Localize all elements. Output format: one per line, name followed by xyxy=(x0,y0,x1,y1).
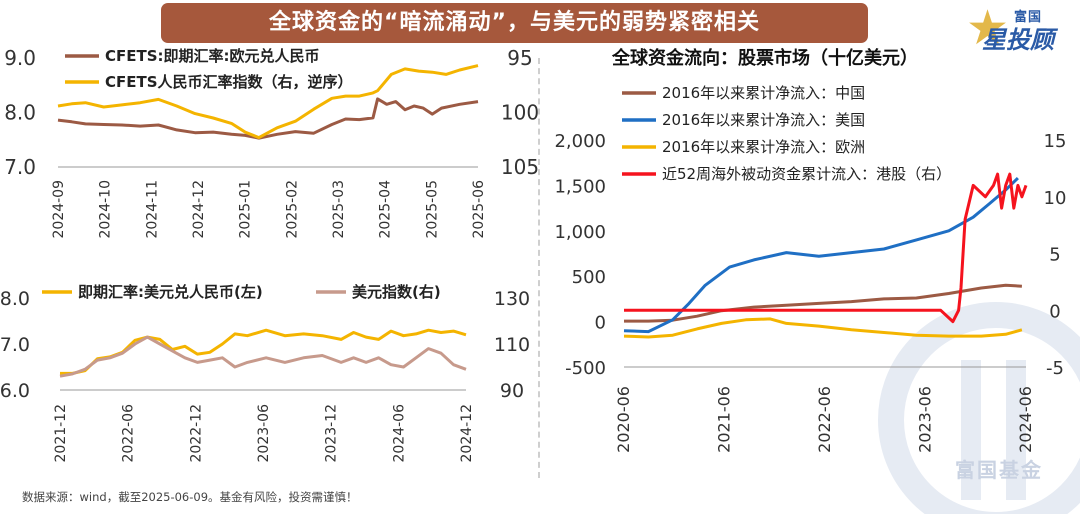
x-tick-label: 2025-02 xyxy=(284,180,300,239)
x-tick-label: 2025-03 xyxy=(331,180,347,239)
x-tick-label: 2024-06 xyxy=(391,404,407,463)
legend-label: CFETS人民币汇率指数（右，逆序） xyxy=(105,73,353,91)
x-tick-label: 2025-04 xyxy=(378,180,394,239)
legend-label: 2016年以来累计净流入：欧洲 xyxy=(662,138,865,156)
x-tick-label: 2023-12 xyxy=(324,404,340,463)
flows-legend: 2016年以来累计净流入：中国 2016年以来累计净流入：美国 2016年以来累计净… xyxy=(622,84,951,183)
y-right-tick-label: 100 xyxy=(501,101,539,125)
x-tick-label: 2025-05 xyxy=(424,180,440,239)
y-left-tick-label: 7.0 xyxy=(0,334,30,356)
cfets-axes: 9.0 8.0 7.0 95 100 105 2024-09 2024-10 2024-11 20… xyxy=(4,46,539,239)
y-left-tick-label: 0 xyxy=(595,313,606,334)
x-tick-label: 2023-06 xyxy=(256,404,272,463)
cfets-legend: CFETS:即期汇率:欧元兑人民币 CFETS人民币汇率指数（右，逆序） xyxy=(65,47,353,91)
y-left-tick-label: -500 xyxy=(565,358,606,379)
x-tick-label: 2022-06 xyxy=(815,386,834,453)
y-right-tick-label: 110 xyxy=(494,334,530,356)
legend-label: 2016年以来累计净流入：中国 xyxy=(662,84,865,102)
flows-axes: 全球资金流向：股票市场（十亿美元） 2,000 1,500 1,000 500 0 -500… xyxy=(554,47,1066,453)
y-right-tick-label: 105 xyxy=(501,155,539,179)
chart-title: 全球资金流向：股票市场（十亿美元） xyxy=(611,47,918,69)
y-left-tick-label: 8.0 xyxy=(4,101,36,125)
y-left-tick-label: 6.0 xyxy=(0,380,30,402)
legend-label: 近52周海外被动资金累计流入：港股（右） xyxy=(662,165,951,183)
y-left-tick-label: 8.0 xyxy=(0,288,30,310)
legend-label: 即期汇率:美元兑人民币(左) xyxy=(78,283,263,301)
series-line-0 xyxy=(57,97,479,140)
y-left-tick-label: 9.0 xyxy=(4,46,36,70)
legend-label: 2016年以来累计净流入：美国 xyxy=(662,111,865,129)
legend-label: CFETS:即期汇率:欧元兑人民币 xyxy=(105,47,320,65)
series-line-1 xyxy=(59,335,467,378)
brand-logo: ★ 富国 星投顾 xyxy=(966,2,1076,54)
series-line-0 xyxy=(624,283,1022,323)
y-left-tick-label: 1,500 xyxy=(554,176,606,197)
y-right-tick-label: 5 xyxy=(1049,245,1060,266)
x-tick-label: 2023-06 xyxy=(916,386,935,453)
x-tick-label: 2024-12 xyxy=(459,404,475,463)
watermark-text: 富国基金 xyxy=(955,458,1043,482)
star-icon: ★ xyxy=(966,0,1010,56)
y-left-tick-label: 7.0 xyxy=(4,155,36,179)
y-right-tick-label: 15 xyxy=(1044,131,1067,152)
usd-legend: 即期汇率:美元兑人民币(左) 美元指数(右) xyxy=(42,283,441,301)
x-tick-label: 2024-12 xyxy=(191,180,207,239)
x-tick-label: 2025-01 xyxy=(238,180,254,239)
legend-label: 美元指数(右) xyxy=(352,283,441,301)
y-right-tick-label: 130 xyxy=(494,288,530,310)
data-source-note: 数据来源：wind，截至2025-06-09。基金有风险，投资需谨慎！ xyxy=(22,490,358,504)
y-left-tick-label: 1,000 xyxy=(554,222,606,243)
slide-title: 全球资金的“暗流涌动”，与美元的弱势紧密相关 xyxy=(161,3,868,43)
flows-chart: 全球资金流向：股票市场（十亿美元） 2,000 1,500 1,000 500 0 -500… xyxy=(554,47,1066,453)
y-right-tick-label: -5 xyxy=(1046,358,1064,379)
x-tick-label: 2024-11 xyxy=(144,180,160,239)
x-tick-label: 2024-10 xyxy=(98,180,114,239)
y-right-tick-label: 90 xyxy=(500,380,524,402)
logo-main-text: 星投顾 xyxy=(982,26,1054,54)
y-right-tick-label: 95 xyxy=(507,46,532,70)
usd-axes: 8.0 7.0 6.0 130 110 90 2021-12 2022-06 2022-12 20… xyxy=(0,288,530,463)
series-line-1 xyxy=(57,64,479,140)
y-right-tick-label: 0 xyxy=(1049,301,1060,322)
x-tick-label: 2022-12 xyxy=(188,404,204,463)
cfets-chart: 9.0 8.0 7.0 95 100 105 2024-09 2024-10 2024-11 20… xyxy=(4,46,539,239)
usd-chart: 8.0 7.0 6.0 130 110 90 2021-12 2022-06 2022-12 20… xyxy=(0,283,530,463)
y-left-tick-label: 500 xyxy=(572,267,606,288)
series-line-3 xyxy=(624,172,1028,324)
x-tick-label: 2024-06 xyxy=(1016,386,1035,453)
x-tick-label: 2021-12 xyxy=(53,404,69,463)
x-tick-label: 2021-06 xyxy=(715,386,734,453)
x-tick-label: 2020-06 xyxy=(614,386,633,453)
panel-divider xyxy=(538,58,540,478)
logo-top-text: 富国 xyxy=(1014,10,1043,25)
cfets-series xyxy=(57,64,479,140)
x-tick-label: 2022-06 xyxy=(121,404,137,463)
y-left-tick-label: 2,000 xyxy=(554,131,606,152)
y-right-tick-label: 10 xyxy=(1044,188,1067,209)
series-line-2 xyxy=(623,317,1023,339)
x-tick-label: 2024-09 xyxy=(51,180,67,239)
watermark-emblem-icon xyxy=(878,302,1080,514)
x-tick-label: 2025-06 xyxy=(471,180,487,239)
flows-series xyxy=(623,172,1028,339)
usd-series xyxy=(59,328,467,378)
